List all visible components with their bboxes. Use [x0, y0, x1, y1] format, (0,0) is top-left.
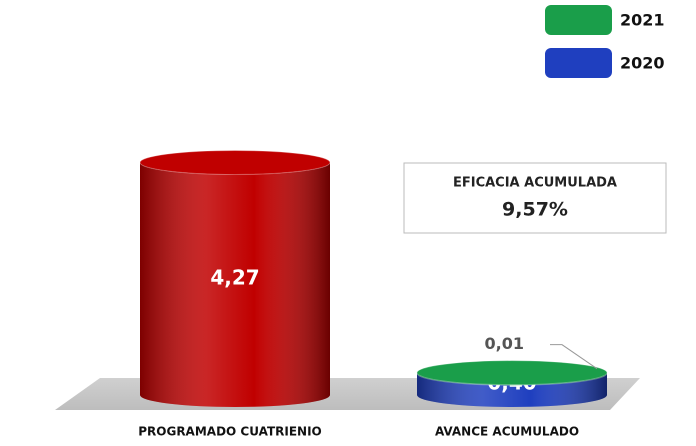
legend-swatch	[545, 48, 612, 78]
cylinder-shade	[140, 162, 330, 407]
legend-swatch	[545, 5, 612, 35]
data-label: 4,27	[210, 265, 259, 289]
cylinder-top	[416, 360, 608, 386]
x-tick-label: AVANCE ACUMULADO	[435, 425, 579, 439]
cylinder-top	[139, 150, 331, 176]
annotation-value: 9,57%	[502, 199, 568, 221]
annotation-box	[403, 162, 667, 234]
legend-label: 2021	[620, 11, 665, 30]
cylinder-shade	[417, 373, 607, 407]
legend-label: 2020	[620, 54, 665, 73]
data-label: 0,01	[485, 334, 524, 353]
leader-line	[550, 344, 598, 370]
annotation-title: EFICACIA ACUMULADA	[453, 176, 617, 191]
x-tick-label: PROGRAMADO CUATRIENIO	[138, 425, 322, 439]
